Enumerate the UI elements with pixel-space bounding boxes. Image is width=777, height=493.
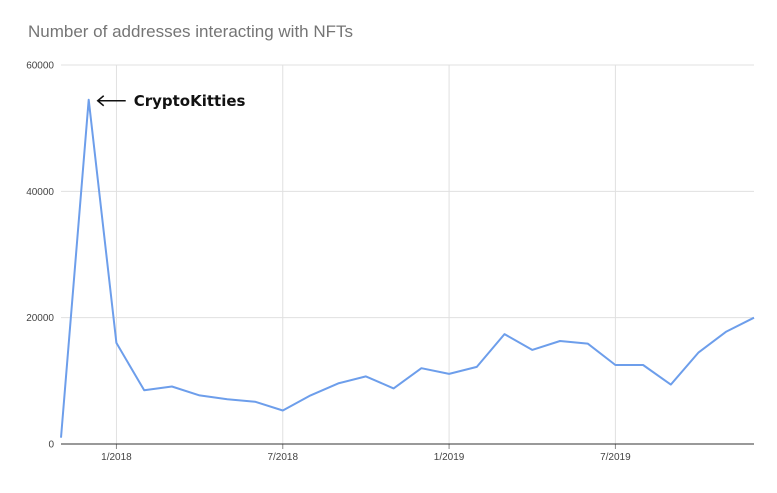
y-tick-label: 60000 xyxy=(26,61,54,72)
x-tick-label: 7/2019 xyxy=(600,452,631,463)
data-point xyxy=(171,386,173,388)
data-point xyxy=(115,342,117,344)
data-point xyxy=(226,398,228,400)
annotation-arrowhead xyxy=(96,95,105,107)
data-point xyxy=(309,394,311,396)
annotations: CryptoKitties xyxy=(96,92,246,110)
y-tick-label: 0 xyxy=(48,440,54,451)
data-point xyxy=(448,373,450,375)
x-tick-label: 1/2018 xyxy=(101,452,132,463)
y-tick-label: 20000 xyxy=(26,313,54,324)
y-tick-label: 40000 xyxy=(26,187,54,198)
data-point xyxy=(504,333,506,335)
data-point xyxy=(88,99,90,101)
data-point xyxy=(199,394,201,396)
x-tick-label: 7/2018 xyxy=(267,452,298,463)
series-line xyxy=(60,98,755,438)
data-point xyxy=(365,375,367,377)
data-point xyxy=(531,349,533,351)
series-layer xyxy=(60,98,755,439)
data-point xyxy=(587,343,589,345)
annotation-label: CryptoKitties xyxy=(134,92,246,110)
chart-title: Number of addresses interacting with NFT… xyxy=(28,22,354,41)
data-point xyxy=(559,340,561,342)
data-point xyxy=(143,389,145,391)
data-point xyxy=(282,410,284,412)
data-point xyxy=(698,351,700,353)
data-point xyxy=(476,366,478,368)
axes: 0 20000 40000 60000 1/2018 7/2018 1/2019 7/2019 xyxy=(26,61,754,463)
data-point xyxy=(393,387,395,389)
data-point xyxy=(725,331,727,333)
data-point xyxy=(642,364,644,366)
data-point xyxy=(254,401,256,403)
data-point xyxy=(337,382,339,384)
data-point xyxy=(670,384,672,386)
data-point xyxy=(420,367,422,369)
gridlines xyxy=(61,64,754,444)
x-tick-label: 1/2019 xyxy=(434,452,465,463)
data-point xyxy=(753,317,755,319)
data-point xyxy=(614,364,616,366)
data-point xyxy=(60,437,62,439)
